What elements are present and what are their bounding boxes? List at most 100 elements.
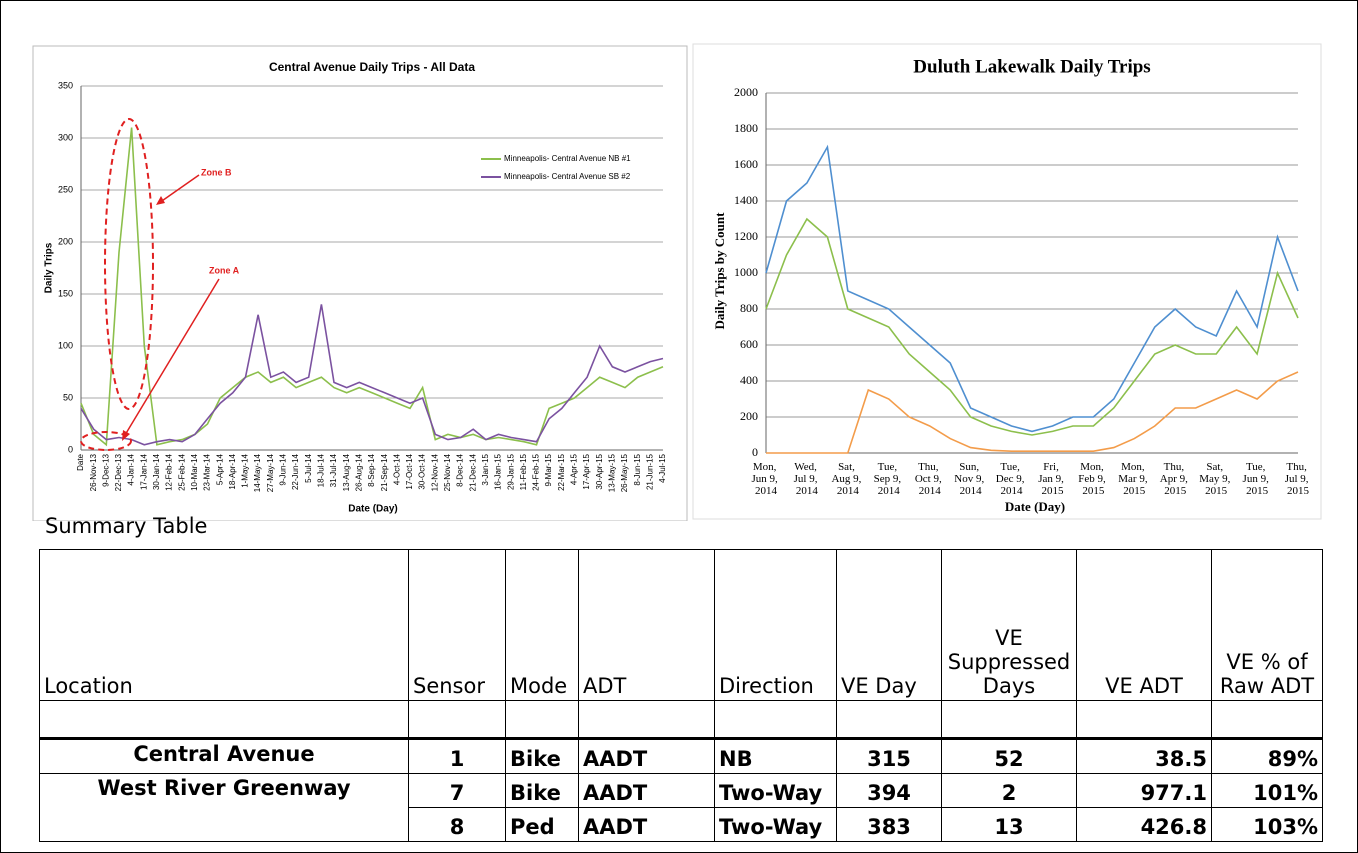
x-tick-label: 8-Jun-15 [633,453,642,485]
x-tick-label: 18-Jul-14 [317,453,326,487]
x-tick-label: 23-Mar-14 [203,453,212,490]
x-tick-label: 4-Jan-14 [127,453,136,485]
annotation: Zone A [209,265,240,275]
legend-label: Minneapolis- Central Avenue NB #1 [504,154,631,163]
header-cell: VE ADT [1076,549,1212,701]
x-tick-label: 14-May-14 [253,453,262,492]
header-cell: Direction [714,549,837,701]
blank-cell [1211,700,1323,740]
x-tick-label: 21-Sep-14 [380,453,389,491]
table-cell: 8 [408,807,506,842]
data-row: 8 Ped AADT Two-Way 383 13 426.8 103% [40,807,1323,842]
x-tick-label: Fri, Jan 9, 2015 [1038,461,1066,497]
x-tick-label: 17-Apr-15 [582,453,591,489]
chart-title: Duluth Lakewalk Daily Trips [913,56,1150,77]
y-tick-label: 1000 [734,265,758,279]
arrow-head [156,196,165,205]
chart-title: Central Avenue Daily Trips - All Data [269,60,475,74]
zone-outline [104,118,154,410]
x-tick-label: 21-Jun-15 [645,453,654,490]
x-tick-label: Date [76,453,85,470]
x-tick-label: 21-Dec-14 [468,453,477,491]
x-tick-label: 25-Feb-14 [177,453,186,490]
y-tick-label: 100 [58,340,73,350]
x-tick-label: 18-Apr-14 [228,453,237,489]
x-tick-label: 4-Apr-15 [570,453,579,485]
x-tick-label: Mon, Feb 9, 2015 [1078,461,1108,497]
x-tick-label: 9-Dec-13 [101,453,110,486]
line-series [80,304,664,446]
y-tick-label: 350 [58,80,73,90]
x-tick-label: 30-Jan-14 [152,453,161,490]
x-tick-label: 9-Mar-15 [544,453,553,486]
annotation-arrow [124,278,220,436]
y-axis-label: Daily Trips [44,242,55,293]
x-tick-label: 26-May-15 [620,453,629,492]
header-cell: VE Day [836,549,942,701]
x-tick-label: 3-Jan-15 [481,453,490,485]
table-cell: 38.5 [1076,738,1212,774]
x-tick-label: 11-Feb-15 [519,453,528,490]
table-cell: 315 [836,738,942,774]
x-tick-label: 22-Jun-14 [291,453,300,490]
annotation: Zone B [201,167,232,177]
header-row: Location Sensor Mode ADT Direction VE Day VE S… [39,549,1323,701]
x-tick-label: Mon, Mar 9, 2015 [1118,461,1150,497]
table-cell: 52 [941,738,1077,774]
table-cell: 103% [1211,807,1323,842]
x-tick-label: Wed, Jul 9, 2014 [794,461,821,497]
x-tick-label: 12-Feb-14 [165,453,174,490]
blank-cell [836,700,942,740]
x-tick-label: Mon, Jun 9, 2014 [751,461,780,497]
x-tick-label: 17-Jan-14 [139,453,148,490]
y-tick-label: 600 [740,337,758,351]
blank-cell [941,700,1077,740]
y-tick-label: 200 [740,409,758,423]
y-tick-label: 50 [63,392,73,402]
blank-cell [714,700,837,740]
y-tick-label: 1400 [734,193,758,207]
blank-cell [505,700,579,740]
table-cell: 383 [836,807,942,842]
x-tick-label: 22-Mar-15 [557,453,566,490]
y-tick-label: 0 [752,445,758,459]
annotation-arrow [158,174,200,204]
y-tick-label: 200 [58,236,73,246]
x-tick-label: 4-Oct-14 [392,453,401,485]
x-tick-label: 5-Jul-14 [304,453,313,482]
y-tick-label: 400 [740,373,758,387]
x-tick-label: 29-Jan-15 [506,453,515,490]
header-cell: Location [39,549,409,701]
x-tick-label: 26-Aug-14 [354,453,363,491]
blank-cell [578,700,715,740]
x-tick-label: 27-May-14 [266,453,275,492]
blank-cell [1076,700,1212,740]
line-series [766,371,1299,454]
x-tick-label: 16-Jan-15 [494,453,503,490]
table-cell: 977.1 [1076,773,1212,808]
x-tick-label: 26-Nov-13 [89,453,98,491]
table-title: Summary Table [45,514,208,538]
x-tick-label: 1-May-14 [241,453,250,487]
table-cell: 13 [941,807,1077,842]
table-cell: Central Avenue [39,738,409,774]
y-tick-label: 1800 [734,121,758,135]
x-tick-label: 8-Sep-14 [367,453,376,486]
table-cell: 2 [941,773,1077,808]
header-cell: Mode [505,549,579,701]
x-tick-label: Thu, Apr 9, 2015 [1160,461,1191,497]
table-cell: 394 [836,773,942,808]
table-cell: Ped [505,807,579,842]
x-tick-label: 5-Apr-14 [215,453,224,485]
x-axis-label: Date (Day) [1005,499,1065,514]
y-tick-label: 1200 [734,229,758,243]
table-cell: West River Greenway [39,773,409,842]
table-cell: AADT [578,807,715,842]
table-cell: AADT [578,738,715,774]
header-cell: ADT [578,549,715,701]
summary-table: Location Sensor Mode ADT Direction VE Day VE S… [39,549,1323,842]
header-cell: Sensor [408,549,506,701]
x-tick-label: Sat, May 9, 2015 [1199,461,1233,497]
data-row: West River Greenway 7 Bike AADT Two-Way 394 2 9… [39,773,1323,842]
